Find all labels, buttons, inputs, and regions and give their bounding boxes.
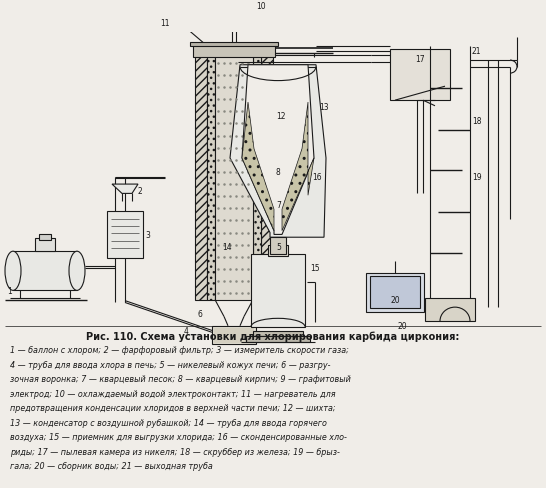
Text: 7: 7 bbox=[276, 201, 281, 209]
Text: 4 — труба для ввода хлора в печь; 5 — никелевый кожух печи; 6 — разгру-: 4 — труба для ввода хлора в печь; 5 — ни… bbox=[10, 360, 330, 369]
Polygon shape bbox=[112, 184, 138, 194]
Text: 20: 20 bbox=[390, 295, 400, 305]
Bar bbox=[425, 298, 475, 322]
Text: 18: 18 bbox=[472, 117, 482, 126]
Bar bbox=[253, 56, 261, 300]
Text: Рис. 110. Схема установки для хлорирования карбида циркония:: Рис. 110. Схема установки для хлорирован… bbox=[86, 331, 460, 341]
Bar bbox=[229, 7, 243, 15]
Text: 11: 11 bbox=[161, 19, 170, 28]
Text: 14: 14 bbox=[222, 243, 232, 251]
Text: предотвращения конденсации хлоридов в верхней части печи; 12 — шихта;: предотвращения конденсации хлоридов в ве… bbox=[10, 404, 336, 412]
Text: 8: 8 bbox=[276, 168, 281, 177]
Text: 17: 17 bbox=[415, 55, 425, 63]
Text: риды; 17 — пылевая камера из никеля; 18 — скруббер из железа; 19 — брыз-: риды; 17 — пылевая камера из никеля; 18 … bbox=[10, 447, 340, 456]
Polygon shape bbox=[282, 103, 314, 231]
Text: 19: 19 bbox=[472, 173, 482, 182]
Text: 16: 16 bbox=[312, 173, 322, 182]
Bar bbox=[270, 238, 286, 254]
Text: гала; 20 — сборник воды; 21 — выходная труба: гала; 20 — сборник воды; 21 — выходная т… bbox=[10, 461, 213, 470]
Bar bbox=[366, 273, 424, 312]
Polygon shape bbox=[230, 65, 326, 238]
Bar bbox=[207, 56, 215, 300]
Ellipse shape bbox=[69, 252, 85, 291]
Bar bbox=[246, 336, 310, 342]
Text: 12: 12 bbox=[276, 112, 286, 121]
Text: 9: 9 bbox=[248, 0, 253, 2]
Ellipse shape bbox=[5, 252, 21, 291]
Bar bbox=[261, 56, 273, 300]
Bar bbox=[13, 252, 77, 291]
Text: 20: 20 bbox=[398, 322, 408, 330]
Text: 13: 13 bbox=[319, 103, 329, 112]
Bar bbox=[107, 212, 143, 258]
Text: 21: 21 bbox=[472, 47, 482, 56]
Text: 10: 10 bbox=[256, 2, 265, 11]
Text: 13 — конденсатор с воздушной рубашкой; 14 — труба для ввода горячего: 13 — конденсатор с воздушной рубашкой; 1… bbox=[10, 418, 327, 427]
Text: 1: 1 bbox=[7, 286, 12, 295]
Bar bbox=[193, 45, 275, 58]
Bar bbox=[35, 239, 55, 252]
Bar bbox=[231, 0, 241, 10]
Text: воздуха; 15 — приемник для выгрузки хлорида; 16 — сконденсированные хло-: воздуха; 15 — приемник для выгрузки хлор… bbox=[10, 432, 347, 441]
Polygon shape bbox=[242, 65, 314, 235]
Text: 3: 3 bbox=[145, 230, 150, 239]
Bar bbox=[39, 235, 51, 241]
Text: 4: 4 bbox=[184, 326, 189, 335]
Text: 1 — баллон с хлором; 2 — фарфоровый фильтр; 3 — измеритель скорости газа;: 1 — баллон с хлором; 2 — фарфоровый филь… bbox=[10, 346, 349, 355]
Bar bbox=[214, 328, 254, 343]
Text: электрод; 10 — охлаждаемый водой электроконтакт; 11 — нагреватель для: электрод; 10 — охлаждаемый водой электро… bbox=[10, 389, 336, 398]
Text: 15: 15 bbox=[310, 264, 319, 273]
Bar bbox=[268, 245, 288, 256]
Text: 2: 2 bbox=[137, 186, 142, 196]
Text: 5: 5 bbox=[276, 243, 281, 251]
Bar bbox=[253, 332, 303, 336]
Bar bbox=[212, 326, 256, 345]
Bar bbox=[190, 43, 278, 47]
Bar bbox=[215, 56, 253, 300]
Bar bbox=[251, 254, 305, 327]
Text: зочная воронка; 7 — кварцевый песок; 8 — кварцевый кирпич; 9 — графитовый: зочная воронка; 7 — кварцевый песок; 8 —… bbox=[10, 374, 351, 384]
Bar bbox=[390, 50, 450, 101]
Bar bbox=[370, 277, 420, 308]
Polygon shape bbox=[242, 103, 274, 231]
Text: 6: 6 bbox=[198, 309, 203, 318]
Bar bbox=[195, 56, 207, 300]
